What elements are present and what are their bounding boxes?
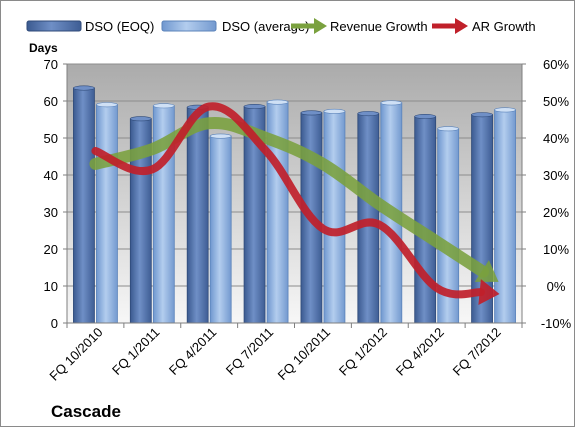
- bar-cap-dso-eoq: [130, 116, 152, 122]
- arrowhead-ar-growth: [478, 279, 500, 305]
- category-label: FQ 4/2011: [166, 325, 219, 378]
- bar-cap-dso-average: [209, 133, 232, 139]
- legend-arrow-red-icon: [432, 18, 468, 34]
- bar-cap-dso-average: [380, 100, 403, 106]
- legend: DSO (EOQ) DSO (average) Revenue Growth A…: [26, 18, 536, 34]
- right-tick-label: 20%: [543, 205, 569, 220]
- left-tick-label: 60: [44, 94, 58, 109]
- bar-cap-dso-average: [323, 108, 346, 114]
- legend-swatch-dso-eoq: [26, 20, 82, 32]
- legend-item-dso-average[interactable]: DSO (average): [161, 19, 309, 34]
- growth-lines: [89, 102, 500, 305]
- left-tick-label: 0: [51, 316, 58, 331]
- category-label: FQ 1/2011: [109, 325, 162, 378]
- bar-dso-average[interactable]: [323, 110, 346, 324]
- category-label: FQ 7/2012: [450, 325, 504, 379]
- bar-dso-eoq[interactable]: [186, 106, 209, 324]
- line-revenue-growth[interactable]: [89, 116, 489, 278]
- legend-label-dso-eoq: DSO (EOQ): [85, 19, 154, 34]
- axes: [66, 64, 523, 328]
- left-axis-ticks: 0 10 20 30 40 50 60 70: [44, 57, 67, 331]
- legend-swatch-dso-average: [161, 20, 217, 32]
- legend-item-dso-eoq[interactable]: DSO (EOQ): [26, 19, 154, 34]
- bar-cap-dso-average: [153, 103, 175, 109]
- bar-dso-average[interactable]: [209, 135, 232, 324]
- category-label: FQ 10/2010: [46, 325, 105, 384]
- bar-cap-dso-eoq: [414, 114, 436, 120]
- bar-cap-dso-eoq: [471, 112, 493, 118]
- right-tick-label: 60%: [543, 57, 569, 72]
- left-tick-label: 20: [44, 242, 58, 257]
- right-tick-label: -10%: [541, 316, 572, 331]
- category-label: FQ 4/2012: [393, 325, 447, 379]
- arrowhead-revenue-growth: [474, 260, 499, 282]
- category-label: FQ 7/2011: [223, 325, 276, 378]
- right-tick-label: 10%: [543, 242, 569, 257]
- right-tick-label: 30%: [543, 168, 569, 183]
- left-tick-label: 70: [44, 57, 58, 72]
- bar-dso-eoq[interactable]: [73, 87, 95, 324]
- bar-cap-dso-average: [437, 126, 459, 132]
- legend-item-ar-growth[interactable]: AR Growth: [432, 18, 536, 34]
- bar-cap-dso-eoq: [243, 104, 266, 110]
- category-label: FQ 1/2012: [336, 325, 390, 379]
- right-tick-label: 0%: [547, 279, 566, 294]
- left-tick-label: 10: [44, 279, 58, 294]
- bar-cap-dso-average: [494, 107, 516, 113]
- bar-dso-average[interactable]: [96, 104, 118, 324]
- legend-item-revenue-growth[interactable]: Revenue Growth: [291, 18, 428, 34]
- bar-cap-dso-average: [266, 99, 289, 105]
- bar-dso-eoq[interactable]: [414, 116, 437, 324]
- left-axis-title: Days: [29, 41, 58, 55]
- legend-label-revenue-growth: Revenue Growth: [330, 19, 428, 34]
- bar-dso-average[interactable]: [494, 109, 516, 324]
- legend-label-dso-average: DSO (average): [222, 19, 309, 34]
- right-tick-label: 40%: [543, 131, 569, 146]
- left-tick-label: 40: [44, 168, 58, 183]
- bar-cap-dso-eoq: [300, 110, 323, 116]
- bar-cap-dso-eoq: [73, 85, 95, 91]
- right-axis-ticks: -10% 0% 10% 20% 30% 40% 50% 60%: [522, 57, 572, 331]
- category-labels: FQ 10/2010 FQ 1/2011 FQ 4/2011 FQ 7/2011FQ …: [46, 325, 503, 384]
- bar-cap-dso-average: [96, 102, 118, 108]
- bar-cap-dso-eoq: [357, 111, 380, 117]
- right-tick-label: 50%: [543, 94, 569, 109]
- category-label: FQ 10/2011: [275, 325, 333, 383]
- bar-series: [73, 85, 516, 324]
- left-tick-label: 30: [44, 205, 58, 220]
- left-tick-label: 50: [44, 131, 58, 146]
- legend-label-ar-growth: AR Growth: [472, 19, 536, 34]
- legend-arrow-green-icon: [291, 18, 327, 34]
- company-name: Cascade: [51, 402, 121, 421]
- line-ar-growth[interactable]: [91, 102, 485, 299]
- bar-dso-eoq[interactable]: [357, 113, 380, 324]
